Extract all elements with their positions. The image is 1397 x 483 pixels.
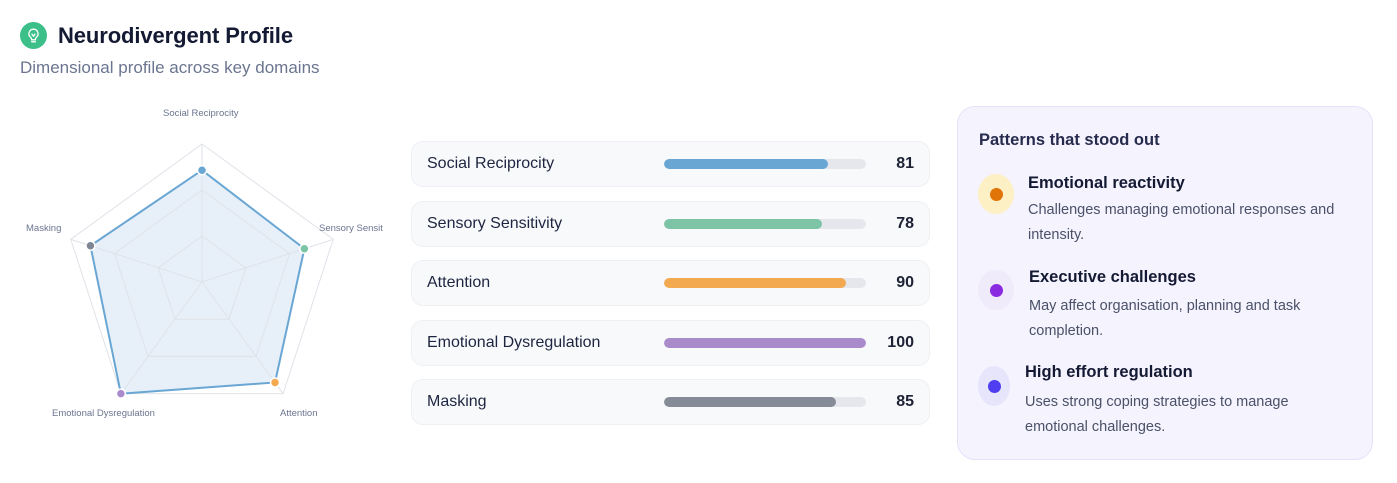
radar-label-sensory: Sensory Sensit <box>319 223 383 234</box>
score-bar-track <box>664 397 866 407</box>
domain-row-social-reciprocity: Social Reciprocity 81 <box>411 141 930 187</box>
pattern-dot-icon <box>978 174 1014 214</box>
radar-spoke <box>120 281 203 394</box>
radar-grid-ring <box>157 235 247 320</box>
domain-label: Social Reciprocity <box>427 155 555 172</box>
pattern-title: Emotional reactivity <box>1028 174 1185 192</box>
domain-row-attention: Attention 90 <box>411 260 930 306</box>
radar-point[interactable] <box>196 164 208 176</box>
patterns-title: Patterns that stood out <box>979 131 1160 149</box>
pattern-description: Uses strong coping strategies to manage … <box>1025 394 1289 435</box>
radar-area <box>90 170 305 394</box>
score-bar-fill <box>664 278 846 288</box>
domain-score-list: Social Reciprocity 81 Sensory Sensitivit… <box>411 141 930 439</box>
page-title: Neurodivergent Profile <box>58 22 293 48</box>
radar-point[interactable] <box>299 243 310 254</box>
pattern-dot-icon <box>978 366 1010 406</box>
radar-grid-ring <box>70 143 334 395</box>
pattern-title: Executive challenges <box>1029 268 1196 286</box>
header: Neurodivergent Profile Dimensional profi… <box>20 22 320 78</box>
score-bar-fill <box>664 337 866 348</box>
domain-row-sensory-sensitivity: Sensory Sensitivity 78 <box>411 200 930 247</box>
radar-outline <box>89 168 306 395</box>
radar-point[interactable] <box>115 388 127 399</box>
score-bar-track <box>664 218 866 229</box>
radar-label-social: Social Reciprocity <box>163 108 239 119</box>
patterns-panel: Patterns that stood out Emotional reacti… <box>957 106 1373 460</box>
radar-grid-ring <box>113 189 291 357</box>
score-bar-fill <box>664 218 822 229</box>
score-bar-fill <box>664 159 828 169</box>
score-bar-track <box>664 278 866 288</box>
domain-label: Emotional Dysregulation <box>427 333 601 351</box>
radar-spoke <box>201 281 284 394</box>
domain-score: 90 <box>896 274 914 291</box>
domain-label: Sensory Sensitivity <box>427 214 563 232</box>
domain-label: Attention <box>427 274 491 291</box>
lightbulb-icon <box>20 22 47 49</box>
score-bar-fill <box>664 397 836 407</box>
radar-chart: Social Reciprocity Sensory Sensit Attent… <box>0 95 400 435</box>
radar-label-emotional: Emotional Dysregulation <box>52 408 155 419</box>
radar-point[interactable] <box>85 240 96 252</box>
radar-label-attention: Attention <box>280 408 318 419</box>
score-bar-track <box>664 337 866 348</box>
domain-row-masking: Masking 85 <box>411 379 930 425</box>
radar-spoke <box>201 238 334 283</box>
page-subtitle: Dimensional profile across key domains <box>20 58 320 77</box>
pattern-description: Challenges managing emotional responses … <box>1028 202 1335 243</box>
domain-score: 85 <box>896 393 914 410</box>
domain-label: Masking <box>427 393 487 410</box>
pattern-dot-icon <box>978 270 1014 310</box>
radar-label-masking: Masking <box>26 223 62 234</box>
domain-row-emotional-dysregulation: Emotional Dysregulation 100 <box>411 319 930 366</box>
domain-score: 81 <box>896 155 914 172</box>
radar-point[interactable] <box>269 377 281 388</box>
domain-score: 78 <box>896 214 914 232</box>
pattern-description: May affect organisation, planning and ta… <box>1029 298 1301 339</box>
score-bar-track <box>664 159 866 169</box>
domain-score: 100 <box>887 333 914 351</box>
pattern-title: High effort regulation <box>1025 363 1193 381</box>
radar-plot <box>70 143 334 399</box>
